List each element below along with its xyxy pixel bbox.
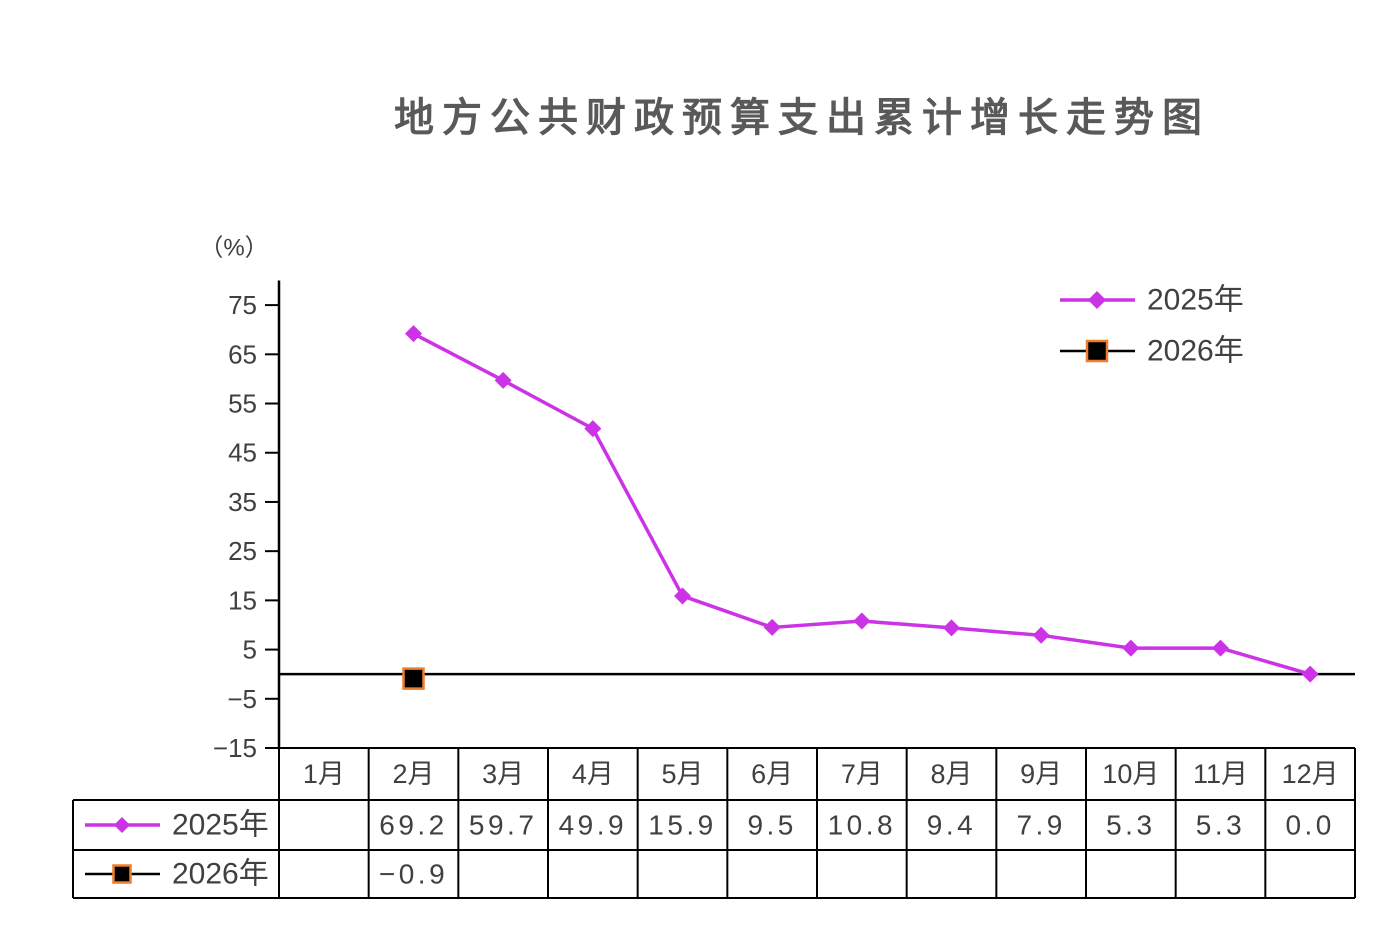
legend-marker xyxy=(1088,291,1106,309)
y-tick-label: 45 xyxy=(228,438,257,468)
y-tick-label: 35 xyxy=(228,487,257,517)
y-axis-label: （%） xyxy=(199,235,268,262)
series-1-point-2 xyxy=(405,325,422,343)
x-tick-label: 6月 xyxy=(751,759,793,789)
x-tick-label: 9月 xyxy=(1020,759,1062,789)
y-tick-label: −15 xyxy=(213,733,257,763)
x-category-labels: 1月 2月 3月 4月 5月 6月 7月 8月 9月 10月 11月 12月 xyxy=(303,759,1339,789)
x-tick-label: 7月 xyxy=(841,759,883,789)
legend-label: 2026年 xyxy=(1147,335,1244,368)
series-1-point-10 xyxy=(1122,639,1140,657)
x-tick-label: 8月 xyxy=(930,759,972,789)
table-value-s1-m8: 9.4 xyxy=(927,810,976,841)
axes xyxy=(277,280,1355,748)
legend-marker xyxy=(1085,339,1109,363)
table-row-label: 2025年 xyxy=(172,809,269,842)
series-1-point-4 xyxy=(584,420,602,438)
table-value-s1-m10: 5.3 xyxy=(1106,810,1155,841)
x-tick-label: 1月 xyxy=(303,759,345,789)
table-legend-marker xyxy=(114,817,130,833)
y-tick-label: 5 xyxy=(243,635,257,665)
y-ticks: 75 65 55 45 35 25 15 5 −5 −15 xyxy=(213,290,279,763)
table-value-s1-m5: 15.9 xyxy=(648,810,717,841)
table-row-1: 2025年 69.2 59.7 49.9 15.9 9.5 10.8 9.4 7.9 5.3 5.3… xyxy=(85,809,1334,842)
series-1-point-8 xyxy=(943,619,960,637)
series-1-point-5 xyxy=(674,587,691,605)
table-value-s1-m9: 7.9 xyxy=(1016,810,1065,841)
series-2 xyxy=(402,667,425,690)
x-tick-label: 4月 xyxy=(572,759,614,789)
x-tick-label: 10月 xyxy=(1102,759,1159,789)
table-row-label: 2026年 xyxy=(172,858,269,891)
series-1-point-7 xyxy=(853,612,871,630)
y-tick-label: 75 xyxy=(228,290,257,320)
series-2-point-2 xyxy=(402,667,425,690)
series-1-point-6 xyxy=(763,618,781,636)
table-value-s1-m7: 10.8 xyxy=(828,810,897,841)
y-tick-label: 65 xyxy=(228,339,257,369)
table-legend-marker xyxy=(112,864,132,884)
y-tick-label: 55 xyxy=(228,389,257,419)
y-tick-label: −5 xyxy=(227,684,257,714)
table-value-s1-m12: 0.0 xyxy=(1285,810,1334,841)
legend-item-1: 2025年 xyxy=(1060,284,1244,317)
table-value-s1-m3: 59.7 xyxy=(469,810,538,841)
table-row-2: 2026年 −0.9 xyxy=(85,858,448,891)
table-value-s1-m11: 5.3 xyxy=(1196,810,1245,841)
x-tick-label: 11月 xyxy=(1193,759,1248,789)
table-value-s1-m2: 69.2 xyxy=(379,810,448,841)
series-1-point-3 xyxy=(494,371,512,389)
x-tick-label: 2月 xyxy=(392,759,434,789)
y-tick-label: 25 xyxy=(228,536,257,566)
y-tick-label: 15 xyxy=(228,585,257,615)
x-tick-label: 3月 xyxy=(482,759,524,789)
x-tick-label: 5月 xyxy=(661,759,703,789)
table-value-s1-m6: 9.5 xyxy=(747,810,796,841)
series-1-point-11 xyxy=(1212,639,1229,657)
series-1-point-9 xyxy=(1032,626,1050,644)
series-1-point-12 xyxy=(1301,665,1319,683)
table-value-s1-m4: 49.9 xyxy=(559,810,628,841)
legend-item-2: 2026年 xyxy=(1060,335,1244,368)
legend-label: 2025年 xyxy=(1147,284,1244,317)
series-1 xyxy=(405,325,1319,683)
x-tick-label: 12月 xyxy=(1282,759,1339,789)
table-value-s2-m2: −0.9 xyxy=(379,859,448,890)
data-table-grid xyxy=(72,747,1356,899)
chart-title: 地方公共财政预算支出累计增长走势图 xyxy=(394,96,1210,140)
